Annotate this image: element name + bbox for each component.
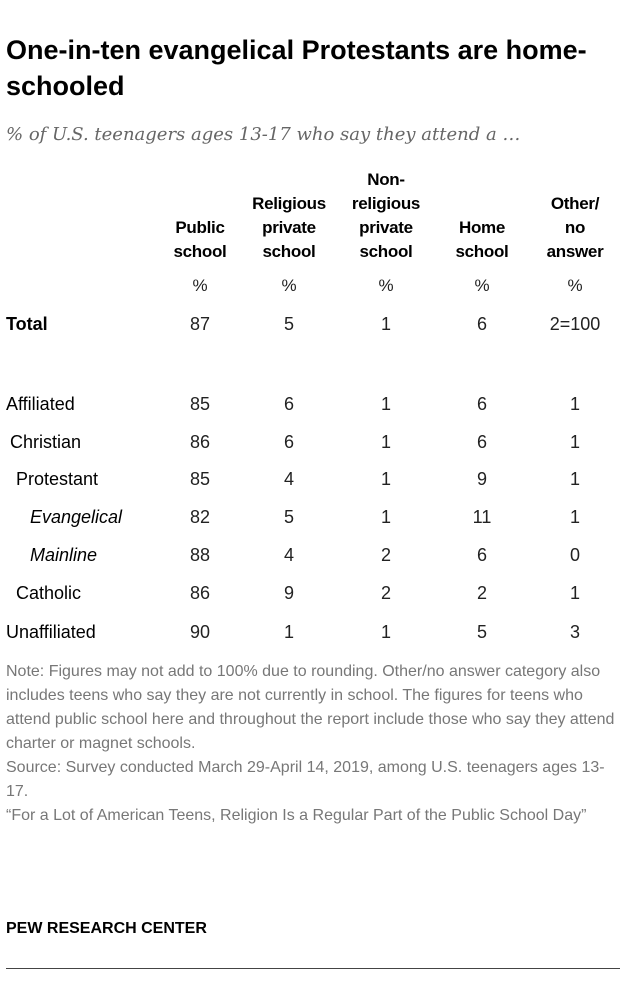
column-header-line: religious [351, 194, 421, 213]
table-cell: 1 [380, 432, 391, 452]
brand-logo: PEW RESEARCH CENTER [6, 920, 207, 937]
column-header-line: Public [175, 218, 225, 237]
row-label: Christian [10, 432, 82, 452]
report-title: “For a Lot of American Teens, Religion I… [6, 807, 587, 824]
table-cell: 1 [569, 507, 580, 527]
table-cell: 85 [189, 469, 211, 489]
table-cell: 82 [189, 507, 211, 527]
column-header: Other/no answer [525, 168, 625, 264]
table-cell: 1 [380, 469, 391, 489]
table-cell: 6 [476, 394, 487, 414]
column-header-line: Non- [367, 170, 405, 189]
column-header: Home school [432, 168, 532, 264]
column-header: Public school [150, 168, 250, 264]
table-cell: 9 [283, 583, 294, 603]
column-header-line: private [359, 218, 413, 237]
table-cell: 1 [569, 583, 580, 603]
column-header: Religious private school [239, 168, 339, 264]
column-header-line: Home [458, 218, 506, 237]
table-cell: 9 [476, 469, 487, 489]
table-cell: 2 [380, 583, 391, 603]
note-text: Note: Figures may not add to 100% due to… [6, 663, 615, 752]
table-cell: 6 [476, 314, 487, 334]
source-text: Source: Survey conducted March 29-April … [6, 759, 605, 800]
row-label: Unaffiliated [6, 622, 96, 642]
table-cell: 3 [569, 622, 580, 642]
table-cell: 1 [380, 622, 391, 642]
table-cell: 6 [283, 394, 294, 414]
table-cell: 88 [189, 545, 211, 565]
row-label: Mainline [30, 545, 98, 565]
column-header-text: Non-religious private school [352, 168, 420, 264]
unit-label: % [567, 276, 583, 295]
table-cell: 1 [380, 394, 391, 414]
column-header-text: Home school [456, 216, 509, 264]
table-cell: 1 [283, 622, 294, 642]
table-cell: 5 [476, 622, 487, 642]
table-cell: 86 [189, 432, 211, 452]
table-cell: 6 [476, 545, 487, 565]
column-header-line: school [173, 242, 227, 261]
unit-label: % [281, 276, 297, 295]
unit-label: % [474, 276, 490, 295]
table-cell: 86 [189, 583, 211, 603]
column-header-line: school [359, 242, 413, 261]
column-header-line: Other/ [550, 194, 600, 213]
unit-label: % [378, 276, 394, 295]
column-header-line: school [262, 242, 316, 261]
column-header-line: school [455, 242, 509, 261]
table-cell: 5 [283, 507, 294, 527]
chart-title: One-in-ten evangelical Protestants are h… [6, 35, 587, 101]
row-label: Evangelical [30, 507, 123, 527]
table-cell: 1 [569, 394, 580, 414]
table-cell: 2 [476, 583, 487, 603]
chart-subtitle: % of U.S. teenagers ages 13-17 who say t… [6, 124, 521, 145]
row-label: Catholic [16, 583, 82, 603]
table-cell: 1 [569, 432, 580, 452]
unit-label: % [192, 276, 208, 295]
table-cell: 87 [189, 314, 211, 334]
table-cell: 85 [189, 394, 211, 414]
table-cell: 2 [380, 545, 391, 565]
notes: Note: Figures may not add to 100% due to… [6, 660, 621, 828]
column-header-line: answer [546, 242, 604, 261]
row-label: Affiliated [6, 394, 75, 414]
table-cell: 90 [189, 622, 211, 642]
column-header-text: Other/no answer [547, 192, 604, 264]
column-header-line: private [262, 218, 316, 237]
row-label: Total [6, 314, 48, 334]
table-cell: 1 [380, 507, 391, 527]
table-cell: 1 [380, 314, 391, 334]
table-cell: 1 [569, 469, 580, 489]
table-cell: 4 [283, 545, 294, 565]
column-header: Non-religious private school [336, 168, 436, 264]
table-cell: 4 [283, 469, 294, 489]
table-cell: 0 [569, 545, 580, 565]
column-header-line: Religious [252, 194, 326, 213]
bottom-divider [6, 968, 620, 969]
table-cell: 5 [283, 314, 294, 334]
column-header-text: Religious private school [252, 192, 326, 264]
table-cell: 2=100 [549, 314, 601, 334]
table-cell: 6 [283, 432, 294, 452]
row-label: Protestant [16, 469, 99, 489]
column-header-line: no [564, 218, 586, 237]
column-header-text: Public school [174, 216, 227, 264]
table-cell: 6 [476, 432, 487, 452]
table-cell: 11 [472, 507, 492, 527]
